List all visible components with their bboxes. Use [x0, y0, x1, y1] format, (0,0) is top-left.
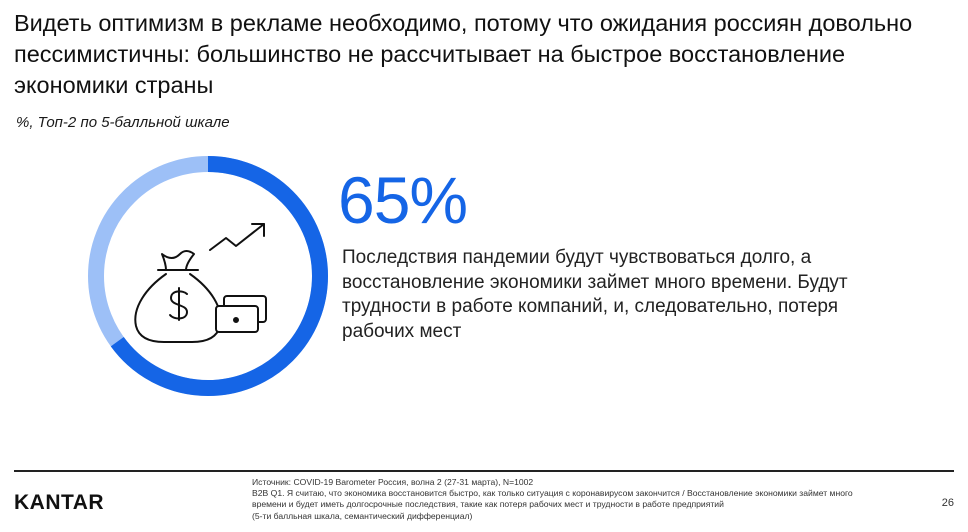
- source-line: времени и будет иметь долгосрочные после…: [252, 499, 724, 510]
- kantar-logo: KANTAR: [14, 491, 105, 514]
- growth-arrow-icon: [209, 223, 265, 251]
- source-line: (5-ти балльная шкала, семантический дифф…: [252, 510, 473, 521]
- page-number: 26: [941, 497, 954, 509]
- progress-ring-fill: [88, 156, 328, 396]
- source-note: Источник: COVID-19 Barometer Россия, вол…: [252, 477, 853, 522]
- banknotes-icon: [215, 295, 267, 333]
- money-bag-icon: [134, 250, 222, 343]
- source-line: B2B Q1. Я считаю, что экономика восстано…: [252, 488, 853, 499]
- key-statistic-value: 65%: [338, 163, 468, 237]
- key-statistic-description: Последствия пандемии будут чувствоваться…: [342, 247, 848, 342]
- source-line: Источник: COVID-19 Barometer Россия, вол…: [252, 477, 534, 487]
- footer-divider: [14, 470, 954, 472]
- slide-title: Видеть оптимизм в рекламе необходимо, по…: [14, 10, 913, 98]
- slide-subtitle: %, Топ-2 по 5-балльной шкале: [16, 114, 230, 131]
- progress-ring: [88, 156, 328, 396]
